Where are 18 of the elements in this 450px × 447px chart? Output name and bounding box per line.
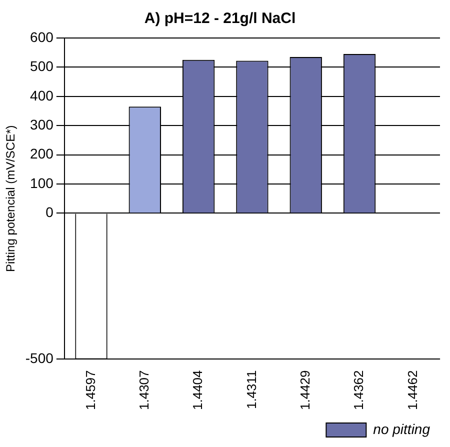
y-tick-label: -500	[25, 350, 54, 366]
chart-title: A) pH=12 - 21g/l NaCl	[144, 10, 296, 28]
y-tick-label: 400	[30, 87, 54, 104]
x-tick-label: 1.4307	[136, 370, 152, 410]
y-tick-label: 0	[46, 204, 54, 220]
y-tick-label: 200	[30, 146, 54, 162]
legend-label: no pitting	[373, 420, 430, 437]
y-tick-label: 100	[30, 174, 54, 191]
x-tick-label: 1.4311	[244, 370, 259, 410]
x-tick-label: 1.4597	[82, 370, 98, 410]
x-tick-label: 1.4404	[190, 370, 206, 410]
x-tick-label: 1.4362	[351, 370, 366, 410]
y-tick-label: 300	[30, 116, 54, 132]
y-tick-label: 600	[30, 28, 54, 45]
y-tick-label: 500	[30, 58, 54, 74]
y-axis-title: Pitting potencial (mV/SCE*)	[4, 125, 18, 272]
x-tick-label: 1.4462	[404, 370, 420, 410]
x-tick-label: 1.4429	[297, 370, 312, 410]
